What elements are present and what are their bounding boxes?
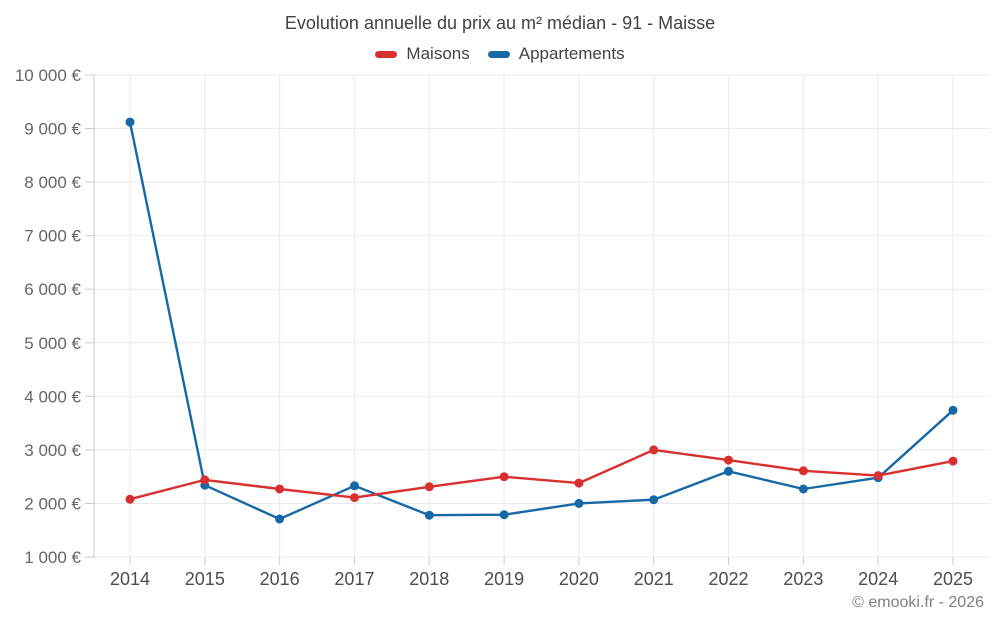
- series-appartements: [125, 117, 958, 524]
- series-maisons: [125, 445, 958, 504]
- data-point-maisons-2018[interactable]: [424, 482, 434, 492]
- x-axis-label: 2021: [634, 569, 674, 589]
- x-axis-label: 2025: [933, 569, 973, 589]
- data-point-appartements-2016[interactable]: [275, 514, 285, 524]
- y-axis-label: 4 000 €: [24, 387, 81, 406]
- x-axis-label: 2016: [260, 569, 300, 589]
- data-point-maisons-2019[interactable]: [499, 472, 509, 482]
- axis-labels: 1 000 € 2 000 € 3 000 € 4 000 € 5 000 € 6 000…: [15, 66, 973, 589]
- y-axis-label: 8 000 €: [24, 173, 81, 192]
- x-axis-label: 2020: [559, 569, 599, 589]
- data-point-maisons-2020[interactable]: [574, 478, 584, 488]
- data-point-maisons-2024[interactable]: [873, 471, 883, 481]
- copyright-text: © emooki.fr - 2026: [852, 594, 984, 611]
- y-axis-label: 3 000 €: [24, 441, 81, 460]
- data-point-maisons-2022[interactable]: [724, 455, 733, 465]
- data-point-maisons-2025[interactable]: [948, 456, 958, 466]
- y-axis-label: 9 000 €: [24, 120, 81, 139]
- data-point-appartements-2022[interactable]: [724, 466, 733, 476]
- data-point-appartements-2020[interactable]: [574, 498, 584, 508]
- data-point-maisons-2016[interactable]: [275, 484, 285, 494]
- x-axis-label: 2019: [484, 569, 524, 589]
- y-axis-label: 6 000 €: [24, 280, 81, 299]
- data-point-appartements-2018[interactable]: [424, 510, 434, 520]
- chart-title: Evolution annuelle du prix au m² médian …: [284, 13, 716, 33]
- y-axis-label: 5 000 €: [24, 334, 81, 353]
- x-axis-label: 2018: [409, 569, 449, 589]
- legend-item-appartements[interactable]: Appartements: [487, 44, 625, 64]
- data-point-appartements-2017[interactable]: [350, 481, 359, 491]
- legend: Maisons Appartements: [0, 44, 1000, 64]
- x-axis-label: 2023: [783, 569, 823, 589]
- x-axis-label: 2022: [709, 569, 749, 589]
- data-point-appartements-2019[interactable]: [499, 510, 509, 520]
- data-point-maisons-2023[interactable]: [798, 466, 808, 476]
- appartements-series-swatch-icon: [487, 50, 510, 58]
- series-line: [128, 448, 955, 501]
- x-axis-label: 2014: [110, 569, 150, 589]
- legend-label-appartements: Appartements: [518, 44, 625, 63]
- data-point-appartements-2014[interactable]: [125, 117, 135, 127]
- data-point-appartements-2023[interactable]: [798, 484, 808, 494]
- x-axis-label: 2017: [334, 569, 374, 589]
- gridlines: [94, 74, 990, 558]
- legend-label-maisons: Maisons: [406, 44, 470, 63]
- axes: [85, 74, 954, 565]
- y-axis-label: 7 000 €: [24, 227, 81, 246]
- legend-item-maisons[interactable]: Maisons: [375, 44, 470, 64]
- data-point-appartements-2021[interactable]: [649, 495, 659, 505]
- y-axis-label: 2 000 €: [24, 494, 81, 513]
- data-point-maisons-2014[interactable]: [125, 494, 135, 504]
- data-point-maisons-2021[interactable]: [649, 445, 659, 455]
- series-line: [128, 120, 955, 521]
- data-point-appartements-2025[interactable]: [948, 405, 958, 415]
- data-point-maisons-2017[interactable]: [350, 493, 359, 503]
- y-axis-label: 10 000 €: [15, 66, 82, 85]
- maisons-series-swatch-icon: [375, 50, 398, 58]
- y-axis-label: 1 000 €: [24, 548, 81, 567]
- data-point-maisons-2015[interactable]: [200, 475, 210, 485]
- x-axis-label: 2024: [858, 569, 898, 589]
- x-axis-label: 2015: [185, 569, 225, 589]
